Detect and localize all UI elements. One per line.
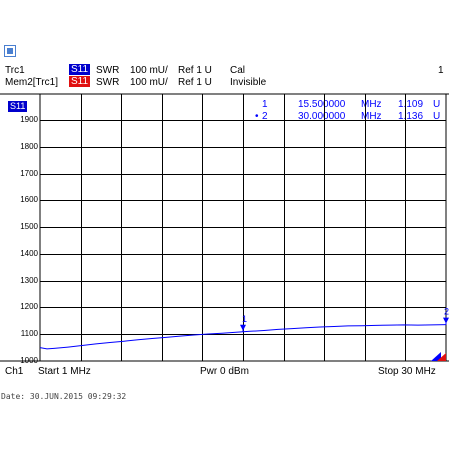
marker-2-value: 1.136: [398, 111, 424, 122]
footer-channel[interactable]: Ch1: [5, 366, 24, 377]
marker-2-freq-unit: MHz: [361, 111, 382, 122]
footer-power[interactable]: Pwr 0 dBm: [200, 366, 249, 377]
y-tick-label-1800: 1800: [20, 141, 38, 151]
mem2-param-tag[interactable]: S11: [69, 76, 91, 87]
marker-1-label: 1: [242, 314, 247, 324]
marker-2-label: 2: [444, 307, 449, 317]
y-tick-label-1900: 1900: [20, 115, 38, 124]
trace-tag-s11[interactable]: S11: [8, 101, 28, 112]
footer-stop[interactable]: Stop 30 MHz: [378, 366, 436, 377]
stop-arrow-red: [437, 353, 446, 361]
stimulus-arrows: [431, 352, 446, 361]
marker-1-id[interactable]: 1: [262, 99, 268, 110]
trc1-cal-state: Cal: [230, 65, 246, 76]
footer-start[interactable]: Start 1 MHz: [38, 366, 91, 377]
marker-2-value-unit: U: [433, 111, 441, 122]
mem2-scale[interactable]: 100 mU/: [130, 77, 168, 88]
trc1-label[interactable]: Trc1: [5, 65, 25, 76]
stop-arrow-blue: [431, 352, 441, 361]
mem2-label[interactable]: Mem2[Trc1]: [5, 77, 58, 88]
y-tick-label-1600: 1600: [20, 195, 38, 205]
marker-1-freq-unit: MHz: [361, 99, 382, 110]
chart-grid: [0, 93, 449, 362]
trc1-ref[interactable]: Ref 1 U: [178, 65, 212, 76]
marker-1-value: 1.109: [398, 99, 424, 110]
trc1-format[interactable]: SWR: [96, 65, 120, 76]
rohde-schwarz-logo: [4, 44, 16, 62]
mem2-format[interactable]: SWR: [96, 77, 120, 88]
swr-chart[interactable]: 12: [0, 0, 450, 380]
y-tick-label-1200: 1200: [20, 302, 38, 312]
y-tick-label-1400: 1400: [20, 248, 38, 258]
marker-2-active-dot: •: [255, 111, 259, 122]
marker-1-value-unit: U: [433, 99, 441, 110]
channel-number: 1: [438, 65, 444, 76]
trace-layer: [39, 324, 447, 350]
y-tick-label-1100: 1100: [20, 329, 38, 339]
marker-1-freq: 15.500000: [298, 99, 346, 110]
trc1-scale[interactable]: 100 mU/: [130, 65, 168, 76]
date-stamp: Date: 30.JUN.2015 09:29:32: [1, 392, 127, 401]
mem2-ref[interactable]: Ref 1 U: [178, 77, 212, 88]
y-tick-label-1500: 1500: [20, 222, 38, 232]
mem2-state: Invisible: [230, 77, 267, 88]
marker-2-freq: 30.000000: [298, 111, 346, 122]
y-tick-label-1300: 1300: [20, 275, 38, 285]
marker-layer: 12: [240, 307, 449, 332]
y-tick-label-1700: 1700: [20, 168, 38, 178]
trace-line-s11: [39, 324, 447, 350]
trc1-param-tag[interactable]: S11: [69, 64, 91, 75]
marker-2-id[interactable]: 2: [262, 111, 268, 122]
